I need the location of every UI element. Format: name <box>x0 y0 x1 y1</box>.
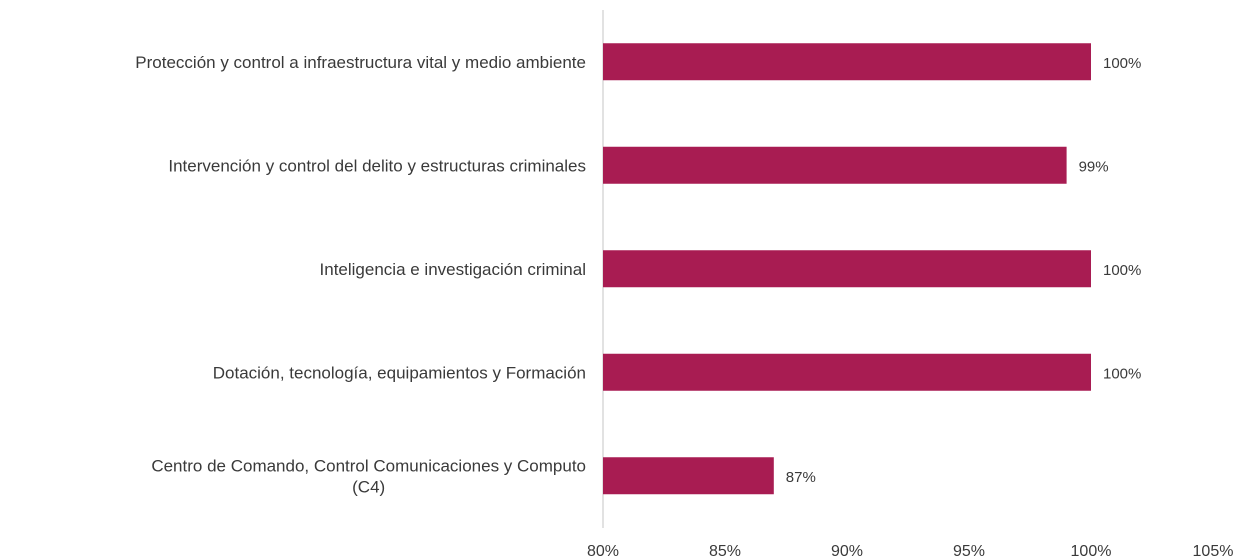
data-label: 99% <box>1079 158 1109 175</box>
data-label: 100% <box>1103 55 1141 72</box>
x-tick-label: 100% <box>1071 543 1112 560</box>
x-tick-label: 85% <box>709 543 741 560</box>
bars <box>603 43 1091 495</box>
data-labels: 100% 99% 100% 100% 87% <box>786 55 1142 486</box>
category-label-line: Centro de Comando, Control Comunicacione… <box>151 456 586 475</box>
data-label: 100% <box>1103 262 1141 279</box>
data-label: 100% <box>1103 365 1141 382</box>
x-tick-labels: 80% 85% 90% 95% 100% 105% <box>587 543 1233 560</box>
bar <box>603 250 1091 288</box>
bar <box>603 146 1067 184</box>
category-label-line: (C4) <box>352 477 385 496</box>
category-label-line: Inteligencia e investigación criminal <box>320 260 586 279</box>
bar <box>603 353 1091 391</box>
x-tick-label: 105% <box>1193 543 1234 560</box>
bar <box>603 457 774 495</box>
x-tick-label: 95% <box>953 543 985 560</box>
category-label: Inteligencia e investigación criminal <box>320 260 586 279</box>
bar <box>603 43 1091 81</box>
category-label: Protección y control a infraestructura v… <box>135 53 586 72</box>
category-label: Dotación, tecnología, equipamientos y Fo… <box>213 363 586 382</box>
category-label: Intervención y control del delito y estr… <box>168 156 586 175</box>
x-tick-label: 90% <box>831 543 863 560</box>
category-label-line: Intervención y control del delito y estr… <box>168 156 586 175</box>
data-label: 87% <box>786 469 816 486</box>
x-tick-label: 80% <box>587 543 619 560</box>
category-label-line: Dotación, tecnología, equipamientos y Fo… <box>213 363 586 382</box>
category-label: Centro de Comando, Control Comunicacione… <box>151 456 586 496</box>
category-label-line: Protección y control a infraestructura v… <box>135 53 586 72</box>
category-labels: Protección y control a infraestructura v… <box>135 53 586 497</box>
